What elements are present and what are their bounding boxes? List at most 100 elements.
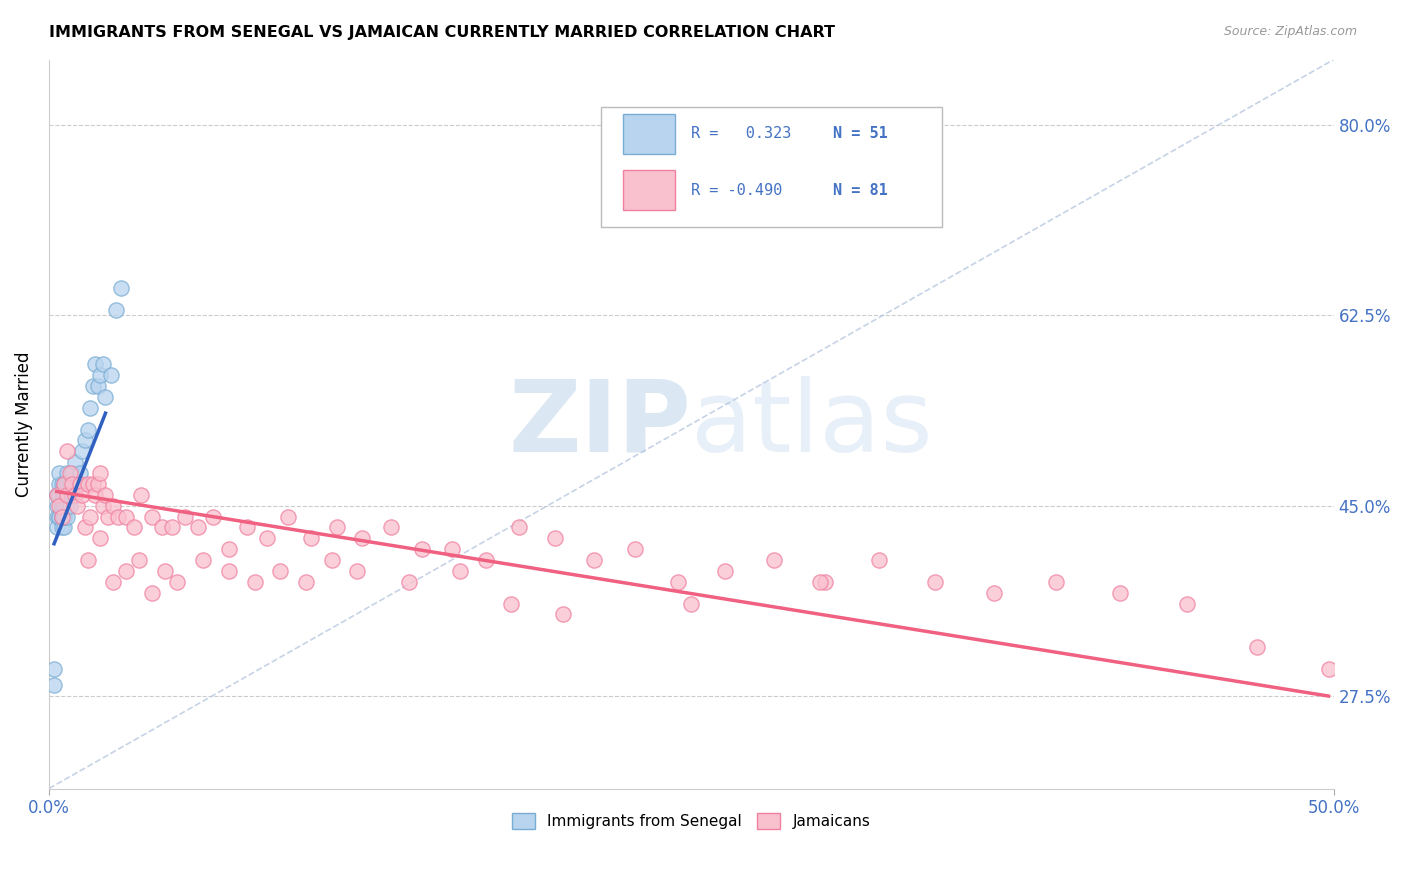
Point <box>89 368 111 383</box>
Point <box>411 542 433 557</box>
Point <box>51 499 73 513</box>
Point <box>346 564 368 578</box>
Point <box>115 564 138 578</box>
Point <box>508 520 530 534</box>
Point <box>51 499 73 513</box>
Point <box>321 553 343 567</box>
Point <box>53 509 76 524</box>
Point <box>56 444 79 458</box>
Point <box>94 488 117 502</box>
Point <box>45 499 67 513</box>
Point <box>53 499 76 513</box>
Point <box>1109 585 1132 599</box>
Point <box>51 476 73 491</box>
Point <box>76 553 98 567</box>
Point <box>91 499 114 513</box>
Text: N = 81: N = 81 <box>832 183 887 197</box>
Point <box>174 509 197 524</box>
Point <box>60 476 83 491</box>
Point <box>1175 597 1198 611</box>
Point <box>48 466 70 480</box>
Point <box>762 553 785 567</box>
Point <box>295 574 318 589</box>
Point <box>218 542 240 557</box>
Point <box>551 607 574 622</box>
Point <box>63 476 86 491</box>
Point <box>256 531 278 545</box>
Point <box>56 476 79 491</box>
Point <box>82 476 104 491</box>
Point <box>58 499 80 513</box>
Point <box>53 509 76 524</box>
Point <box>449 564 471 578</box>
Text: IMMIGRANTS FROM SENEGAL VS JAMAICAN CURRENTLY MARRIED CORRELATION CHART: IMMIGRANTS FROM SENEGAL VS JAMAICAN CURR… <box>49 25 835 40</box>
Point <box>983 585 1005 599</box>
Point <box>681 597 703 611</box>
Point <box>166 574 188 589</box>
Text: ZIP: ZIP <box>509 376 692 473</box>
Point <box>51 509 73 524</box>
Point <box>1246 640 1268 654</box>
Point <box>79 401 101 415</box>
Point <box>66 499 89 513</box>
Point <box>141 509 163 524</box>
Text: R = -0.490: R = -0.490 <box>692 183 783 197</box>
Point <box>474 553 496 567</box>
Point <box>187 520 209 534</box>
Point <box>48 499 70 513</box>
Text: Source: ZipAtlas.com: Source: ZipAtlas.com <box>1223 25 1357 38</box>
Point <box>45 520 67 534</box>
Point <box>91 357 114 371</box>
Point <box>131 488 153 502</box>
Point <box>58 466 80 480</box>
Point <box>100 368 122 383</box>
Point <box>56 509 79 524</box>
Point <box>66 476 89 491</box>
Point <box>76 423 98 437</box>
Point <box>1045 574 1067 589</box>
Point <box>808 574 831 589</box>
Point <box>51 520 73 534</box>
Bar <box>623 114 675 154</box>
Point <box>76 476 98 491</box>
Point <box>48 476 70 491</box>
FancyBboxPatch shape <box>602 107 942 227</box>
Point <box>60 466 83 480</box>
Point <box>72 488 94 502</box>
Point <box>202 509 225 524</box>
Point <box>56 488 79 502</box>
Point <box>398 574 420 589</box>
Point <box>141 585 163 599</box>
Point <box>150 520 173 534</box>
Point <box>269 564 291 578</box>
Point <box>87 476 110 491</box>
Point <box>53 476 76 491</box>
Point <box>128 553 150 567</box>
Point <box>84 488 107 502</box>
Point <box>218 564 240 578</box>
Text: R =   0.323: R = 0.323 <box>692 126 792 141</box>
Point <box>48 509 70 524</box>
Point <box>87 379 110 393</box>
Point <box>84 357 107 371</box>
Point <box>122 520 145 534</box>
Point <box>51 509 73 524</box>
Point <box>107 509 129 524</box>
Point <box>623 542 645 557</box>
Point <box>51 488 73 502</box>
Point <box>42 678 65 692</box>
Point <box>89 531 111 545</box>
Point <box>53 476 76 491</box>
Y-axis label: Currently Married: Currently Married <box>15 351 32 497</box>
Point <box>924 574 946 589</box>
Point <box>582 553 605 567</box>
Point <box>53 488 76 502</box>
Point <box>42 662 65 676</box>
Bar <box>623 170 675 211</box>
Point <box>191 553 214 567</box>
Point <box>162 520 184 534</box>
Point <box>56 488 79 502</box>
Point <box>97 509 120 524</box>
Point <box>45 488 67 502</box>
Point <box>299 531 322 545</box>
